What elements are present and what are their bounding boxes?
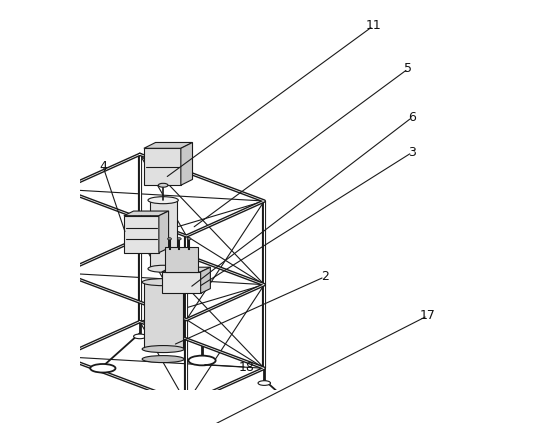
Text: 6: 6 bbox=[408, 111, 416, 124]
Ellipse shape bbox=[148, 265, 178, 272]
Polygon shape bbox=[144, 148, 181, 185]
Ellipse shape bbox=[189, 356, 216, 365]
Ellipse shape bbox=[142, 346, 184, 352]
Text: 3: 3 bbox=[408, 146, 416, 159]
Text: 4: 4 bbox=[99, 159, 107, 173]
Ellipse shape bbox=[142, 279, 184, 286]
Polygon shape bbox=[150, 200, 177, 269]
Text: 17: 17 bbox=[420, 309, 436, 322]
Ellipse shape bbox=[148, 197, 178, 204]
Text: 18: 18 bbox=[239, 360, 255, 374]
Ellipse shape bbox=[134, 334, 146, 339]
Text: 5: 5 bbox=[404, 62, 412, 75]
Text: 11: 11 bbox=[366, 19, 381, 33]
Polygon shape bbox=[144, 143, 192, 148]
Polygon shape bbox=[165, 247, 197, 272]
Ellipse shape bbox=[142, 356, 184, 363]
Ellipse shape bbox=[56, 369, 68, 374]
Polygon shape bbox=[124, 211, 169, 216]
Text: 2: 2 bbox=[321, 270, 328, 283]
Polygon shape bbox=[124, 216, 159, 253]
Polygon shape bbox=[162, 272, 201, 293]
Polygon shape bbox=[181, 143, 192, 185]
Ellipse shape bbox=[180, 416, 193, 420]
Ellipse shape bbox=[30, 401, 55, 409]
Polygon shape bbox=[144, 282, 182, 349]
Ellipse shape bbox=[158, 183, 168, 187]
Ellipse shape bbox=[90, 364, 116, 373]
Ellipse shape bbox=[168, 238, 172, 240]
Ellipse shape bbox=[187, 238, 191, 240]
Ellipse shape bbox=[178, 238, 181, 240]
Polygon shape bbox=[201, 267, 210, 293]
Ellipse shape bbox=[289, 411, 314, 419]
Polygon shape bbox=[159, 211, 169, 253]
Ellipse shape bbox=[258, 381, 271, 385]
Polygon shape bbox=[162, 267, 210, 272]
